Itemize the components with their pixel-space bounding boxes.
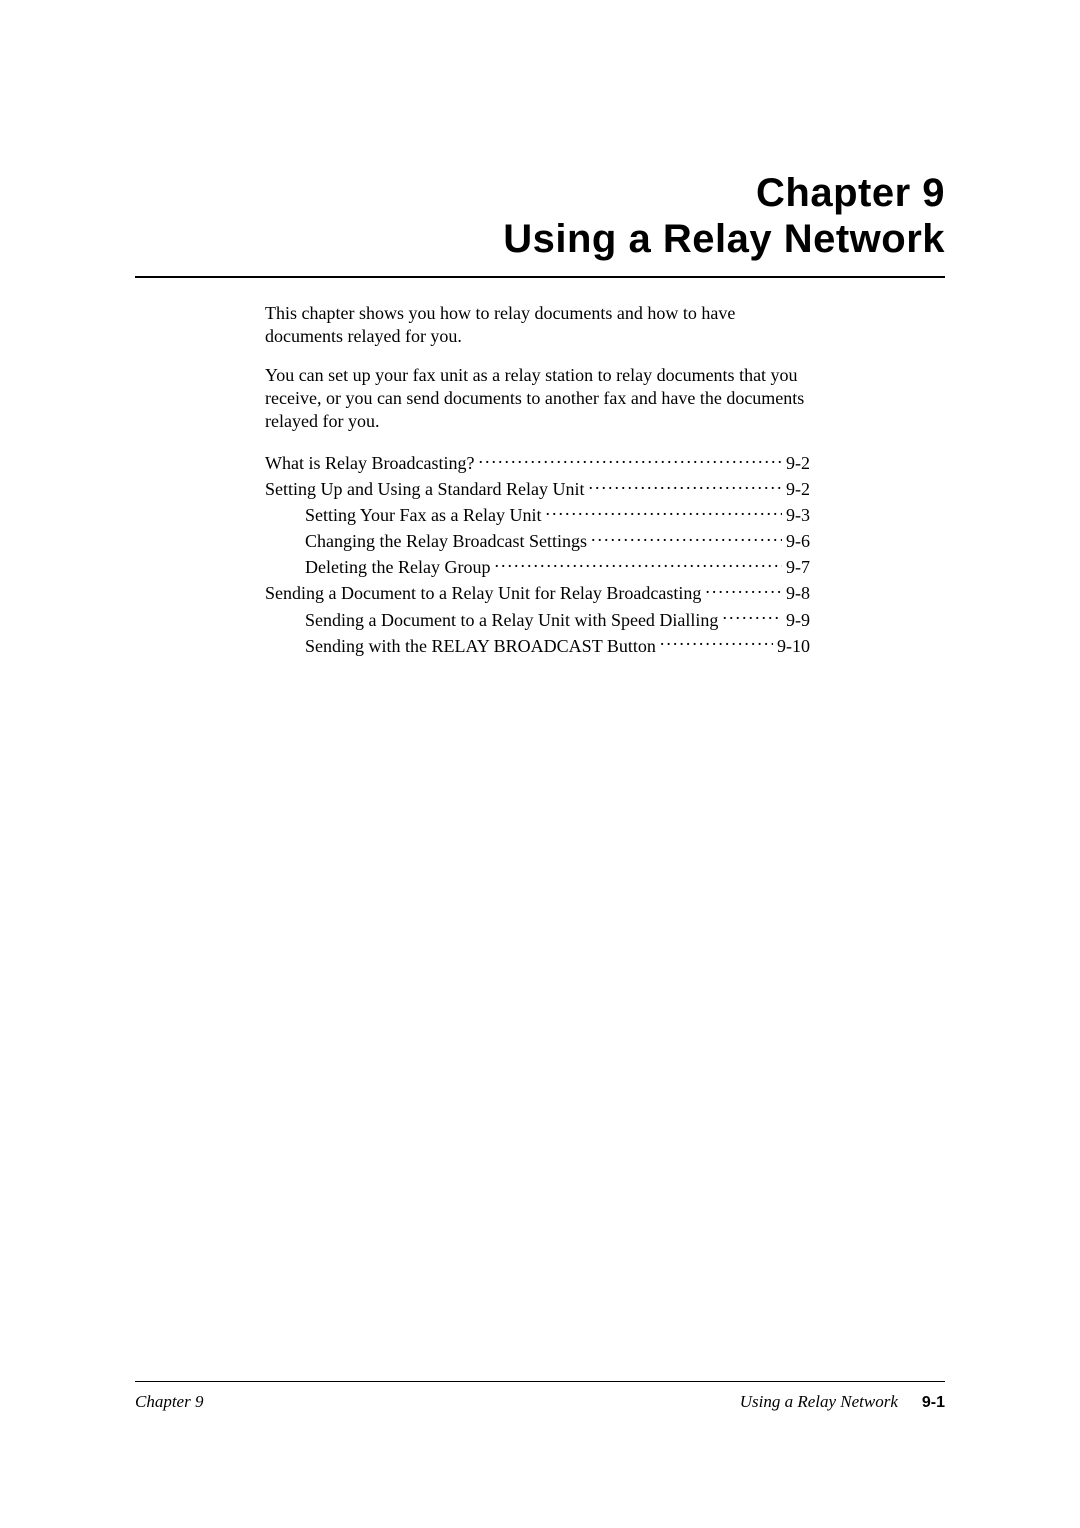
toc-entry: Setting Your Fax as a Relay Unit 9-3	[265, 501, 810, 527]
toc-entry: What is Relay Broadcasting? 9-2	[265, 449, 810, 475]
table-of-contents: What is Relay Broadcasting? 9-2 Setting …	[265, 449, 810, 658]
footer-right: Using a Relay Network 9-1	[740, 1392, 945, 1412]
document-page: Chapter 9 Using a Relay Network This cha…	[0, 0, 1080, 1528]
page-footer: Chapter 9 Using a Relay Network 9-1	[135, 1381, 945, 1412]
toc-leader	[478, 449, 782, 469]
toc-page: 9-10	[777, 634, 810, 658]
toc-entry: Changing the Relay Broadcast Settings 9-…	[265, 527, 810, 553]
toc-leader	[546, 501, 783, 521]
toc-leader	[705, 580, 782, 600]
intro-para-1: This chapter shows you how to relay docu…	[265, 302, 810, 348]
footer-rule	[135, 1381, 945, 1382]
chapter-number: Chapter 9	[135, 170, 945, 216]
footer-page-number: 9-1	[922, 1394, 945, 1412]
toc-leader	[588, 475, 782, 495]
toc-page: 9-2	[786, 477, 810, 501]
toc-entry: Deleting the Relay Group 9-7	[265, 554, 810, 580]
toc-entry: Setting Up and Using a Standard Relay Un…	[265, 475, 810, 501]
toc-page: 9-6	[786, 529, 810, 553]
intro-para-2: You can set up your fax unit as a relay …	[265, 364, 810, 433]
toc-label: Sending with the RELAY BROADCAST Button	[305, 634, 656, 658]
heading-rule	[135, 276, 945, 278]
toc-page: 9-2	[786, 451, 810, 475]
toc-label: Deleting the Relay Group	[305, 555, 490, 579]
footer-title: Using a Relay Network	[740, 1392, 898, 1412]
toc-entry: Sending with the RELAY BROADCAST Button …	[265, 632, 810, 658]
toc-page: 9-9	[786, 608, 810, 632]
footer-row: Chapter 9 Using a Relay Network 9-1	[135, 1392, 945, 1412]
toc-entry: Sending a Document to a Relay Unit for R…	[265, 580, 810, 606]
toc-page: 9-3	[786, 503, 810, 527]
toc-page: 9-7	[786, 555, 810, 579]
chapter-heading: Chapter 9 Using a Relay Network	[135, 170, 945, 262]
toc-label: Sending a Document to a Relay Unit with …	[305, 608, 718, 632]
intro-paragraphs: This chapter shows you how to relay docu…	[265, 302, 810, 433]
toc-leader	[660, 632, 773, 652]
toc-leader	[722, 606, 782, 626]
footer-chapter: Chapter 9	[135, 1392, 203, 1412]
toc-label: What is Relay Broadcasting?	[265, 451, 474, 475]
toc-label: Setting Up and Using a Standard Relay Un…	[265, 477, 584, 501]
toc-page: 9-8	[786, 581, 810, 605]
toc-label: Changing the Relay Broadcast Settings	[305, 529, 587, 553]
toc-label: Setting Your Fax as a Relay Unit	[305, 503, 542, 527]
toc-label: Sending a Document to a Relay Unit for R…	[265, 581, 701, 605]
chapter-title: Using a Relay Network	[135, 216, 945, 262]
toc-entry: Sending a Document to a Relay Unit with …	[265, 606, 810, 632]
toc-leader	[494, 554, 782, 574]
toc-leader	[591, 527, 782, 547]
